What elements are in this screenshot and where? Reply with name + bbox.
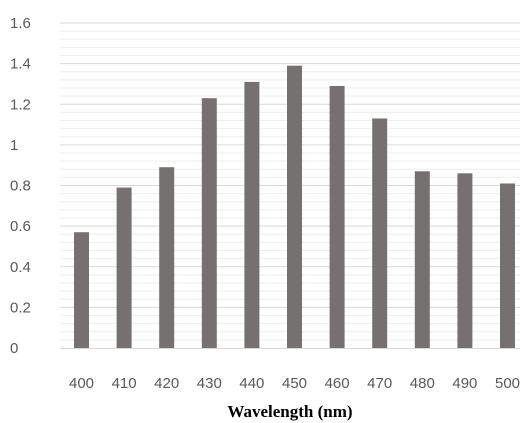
x-tick-label: 480: [410, 375, 435, 392]
x-tick-label: 430: [197, 375, 222, 392]
y-tick-label: 1.2: [10, 96, 31, 113]
x-tick-label: 490: [452, 375, 477, 392]
y-tick-label: 0.4: [10, 259, 31, 276]
x-tick-label: 420: [154, 375, 179, 392]
y-tick-label: 0.6: [10, 218, 31, 235]
bar-440: [244, 81, 260, 348]
x-axis-ticks: 400 410 420 430 440 450 460 470 480 490 500: [69, 375, 520, 392]
bar-450: [287, 65, 302, 348]
y-tick-label: 0: [10, 340, 18, 357]
bar-400: [74, 232, 89, 348]
x-tick-label: 400: [69, 375, 94, 392]
bar-500: [500, 183, 515, 348]
bar-420: [159, 167, 175, 348]
y-tick-label: 1.4: [10, 56, 31, 73]
bar-410: [116, 187, 132, 348]
x-tick-label: 500: [495, 375, 520, 392]
y-tick-label: 1: [10, 137, 18, 154]
x-tick-label: 460: [325, 375, 350, 392]
x-axis-title: Wavelength (nm): [227, 402, 352, 421]
x-tick-label: 440: [239, 375, 264, 392]
x-tick-label: 410: [112, 375, 137, 392]
y-tick-label: 1.6: [10, 15, 31, 32]
bar-490: [457, 173, 473, 348]
bars: [74, 65, 515, 348]
bar-430: [201, 98, 217, 348]
x-tick-label: 470: [367, 375, 392, 392]
x-tick-label: 450: [282, 375, 307, 392]
y-tick-label: 0.8: [10, 178, 31, 195]
bar-470: [372, 118, 388, 348]
y-tick-label: 0.2: [10, 299, 31, 316]
bar-480: [414, 171, 430, 348]
y-axis-ticks: 0 0.2 0.4 0.6 0.8 1 1.2 1.4 1.6: [10, 15, 31, 357]
bar-460: [329, 85, 345, 348]
